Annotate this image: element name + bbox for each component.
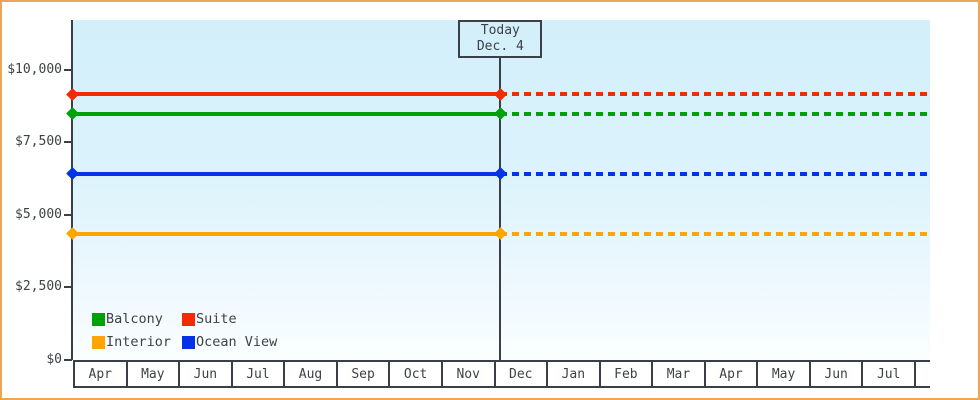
month-cell: Jul — [230, 362, 284, 386]
price-line-solid-interior — [73, 231, 501, 236]
price-line-solid-balcony — [73, 111, 501, 116]
y-tick-label: $0 — [46, 351, 62, 367]
month-cell: Sep — [335, 362, 389, 386]
legend: Balcony Suite Interior Ocean View — [92, 311, 277, 350]
price-line-solid-suite — [73, 92, 501, 97]
today-vertical-line — [499, 56, 502, 360]
y-tick-mark — [64, 213, 72, 216]
price-line-dotted-suite — [500, 92, 930, 97]
today-annotation-box: Today Dec. 4 — [458, 20, 543, 58]
price-line-solid-ocean-view — [73, 171, 501, 176]
month-cell: Dec — [493, 362, 547, 386]
legend-swatch-icon — [182, 335, 195, 349]
legend-label: Suite — [196, 311, 237, 327]
month-cell: Jun — [808, 362, 862, 386]
y-tick-mark — [64, 358, 72, 361]
legend-swatch-icon — [92, 312, 105, 326]
month-cell: Jun — [178, 362, 231, 386]
month-cell: Apr — [73, 362, 126, 386]
month-cell-stub — [914, 362, 930, 386]
month-cell: Nov — [440, 362, 494, 386]
plot-area — [73, 20, 930, 360]
x-axis-month-row: Apr May Jun Jul Aug Sep Oct Nov Dec Jan Feb Mar Apr M… — [73, 360, 930, 388]
legend-label: Interior — [106, 334, 172, 350]
y-tick-label: $7,500 — [15, 134, 62, 149]
y-tick-label: $2,500 — [15, 279, 62, 294]
month-cell: May — [756, 362, 809, 386]
month-cell: Apr — [703, 362, 757, 386]
price-line-dotted-balcony — [500, 111, 930, 116]
month-cell: Jan — [546, 362, 599, 386]
price-line-dotted-interior — [500, 231, 930, 236]
month-cell: May — [125, 362, 179, 386]
legend-label: Balcony — [106, 311, 163, 327]
legend-item-interior: Interior — [92, 334, 182, 350]
today-label-line1: Today — [480, 23, 520, 38]
legend-item-ocean-view: Ocean View — [182, 334, 277, 350]
month-cell: Jul — [861, 362, 914, 386]
month-cell: Aug — [283, 362, 336, 386]
legend-swatch-icon — [92, 335, 105, 349]
y-tick-mark — [64, 141, 72, 143]
legend-label: Ocean View — [196, 334, 278, 350]
price-line-dotted-ocean-view — [500, 171, 930, 176]
month-cell: Oct — [388, 362, 441, 386]
y-tick-label: $10,000 — [7, 61, 62, 77]
month-cell: Feb — [598, 362, 652, 386]
legend-item-balcony: Balcony — [92, 311, 182, 327]
legend-item-suite: Suite — [182, 311, 277, 327]
month-cell: Mar — [651, 362, 704, 386]
y-tick-mark — [64, 286, 72, 288]
legend-swatch-icon — [182, 312, 195, 326]
y-tick-mark — [64, 68, 72, 71]
y-axis-line — [71, 20, 73, 360]
today-label-line2: Dec. 4 — [476, 39, 524, 54]
y-tick-label: $5,000 — [15, 206, 62, 222]
